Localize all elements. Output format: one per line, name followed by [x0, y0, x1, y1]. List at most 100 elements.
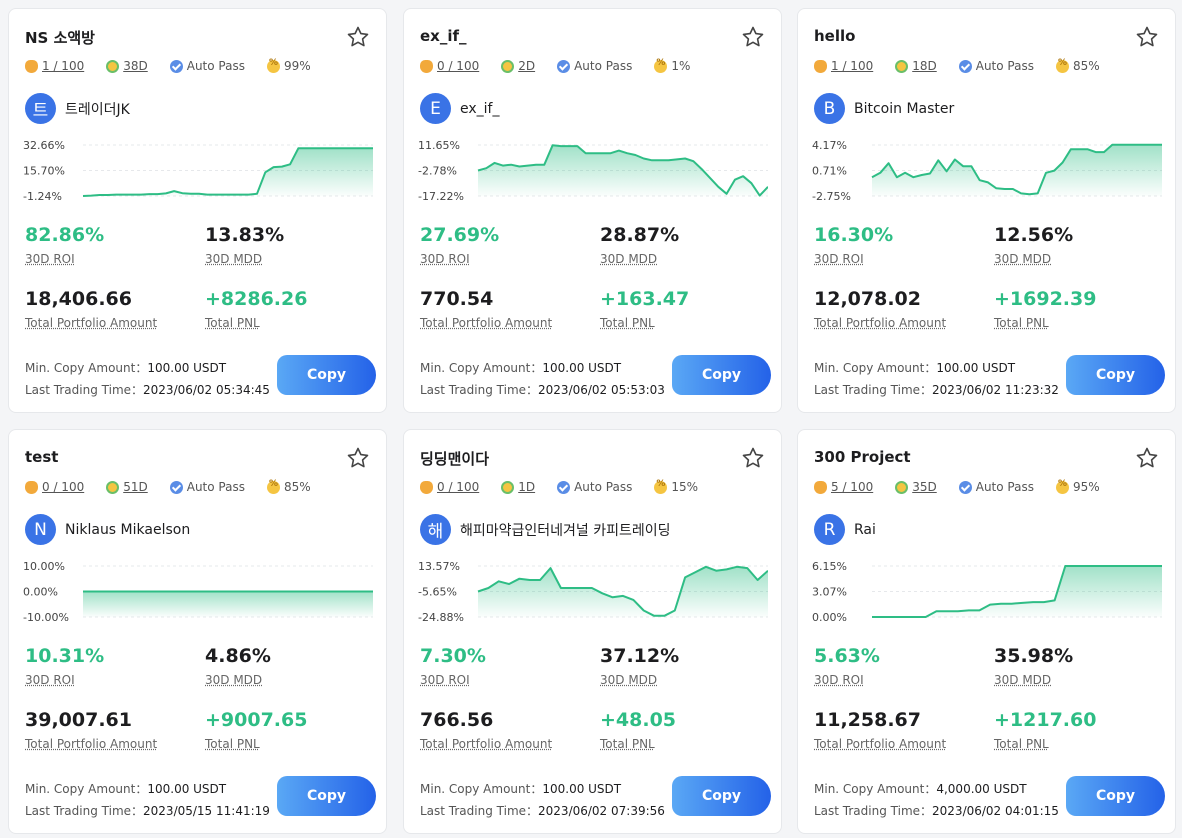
trader-profile[interactable]: E ex_if_ [420, 93, 499, 124]
trader-profile[interactable]: B Bitcoin Master [814, 93, 954, 124]
card-meta: 0 / 100 51D Auto Pass 85% [25, 479, 333, 494]
days-stat: 51D [106, 480, 148, 494]
aum-label: Total Portfolio Amount [420, 316, 553, 330]
trader-profile[interactable]: 해 해피마약급인터네겨널 카피트레이딩 [420, 514, 671, 545]
copy-button[interactable]: Copy [277, 776, 376, 816]
trader-card[interactable]: NS 소액방 1 / 100 38D Auto Pass 99% 트 트레이더J… [8, 8, 387, 413]
trader-profile[interactable]: N Niklaus Mikaelson [25, 514, 190, 545]
last-trade-label: Last Trading Time： [814, 383, 933, 397]
card-meta: 1 / 100 18D Auto Pass 85% [814, 58, 1122, 73]
mdd-value: 28.87% [600, 224, 680, 246]
chart-tick-label: 10.00% [23, 560, 65, 573]
pnl-label: Total PNL [600, 316, 655, 330]
trader-profile[interactable]: 트 트레이더JK [25, 93, 130, 124]
copy-button[interactable]: Copy [1066, 355, 1165, 395]
trader-card[interactable]: hello 1 / 100 18D Auto Pass 85% B Bitcoi… [797, 8, 1176, 413]
chart-line [477, 144, 768, 197]
star-icon[interactable] [741, 446, 765, 470]
mdd-value: 12.56% [994, 224, 1074, 246]
trader-name: ex_if_ [460, 100, 500, 117]
mdd-label: 30D MDD [600, 252, 658, 266]
copy-button[interactable]: Copy [672, 355, 771, 395]
check-badge-icon [958, 480, 972, 494]
trader-profile[interactable]: R Rai [814, 514, 876, 545]
chart-line [477, 565, 768, 617]
days-count: 18D [912, 59, 937, 73]
trader-card[interactable]: test 0 / 100 51D Auto Pass 85% N Niklaus… [8, 429, 387, 834]
card-title: 딩딩맨이다 [420, 450, 490, 468]
trader-card[interactable]: ex_if_ 0 / 100 2D Auto Pass 1% E ex_if_ … [403, 8, 782, 413]
pnl-label: Total PNL [994, 316, 1049, 330]
win-rate: 99% [283, 59, 311, 73]
roi-label: 30D ROI [420, 252, 470, 266]
pnl-label: Total PNL [600, 737, 655, 751]
last-trade-value: 2023/06/02 05:53:03 [538, 383, 665, 397]
last-trade-row: Last Trading Time：2023/06/02 11:23:32 [814, 381, 1059, 398]
pnl-label: Total PNL [205, 737, 260, 751]
star-icon[interactable] [741, 25, 765, 49]
clock-icon [106, 59, 120, 73]
days-stat: 38D [106, 59, 148, 73]
min-copy-label: Min. Copy Amount： [25, 361, 148, 375]
auto-pass-label: Auto Pass [975, 480, 1034, 494]
chart-line [82, 147, 373, 197]
percent-coin-icon [1055, 58, 1069, 73]
avatar: 트 [25, 93, 56, 124]
min-copy-row: Min. Copy Amount：4,000.00 USDT [814, 780, 1027, 797]
win-rate-stat: 99% [266, 58, 311, 73]
star-icon[interactable] [346, 446, 370, 470]
chart-area [872, 566, 1162, 617]
mdd-label: 30D MDD [994, 673, 1052, 687]
star-icon[interactable] [1135, 25, 1159, 49]
chart-tick-label: 0.00% [812, 611, 847, 624]
roi-label: 30D ROI [814, 673, 864, 687]
trader-name: Bitcoin Master [854, 100, 955, 117]
aum-value: 39,007.61 [25, 709, 132, 731]
min-copy-value: 4,000.00 USDT [936, 782, 1027, 796]
auto-pass-stat: Auto Pass [958, 59, 1034, 73]
aum-label: Total Portfolio Amount [25, 737, 158, 751]
clock-icon [895, 59, 909, 73]
days-stat: 18D [895, 59, 937, 73]
win-rate-stat: 85% [266, 479, 311, 494]
copy-button[interactable]: Copy [1066, 776, 1165, 816]
percent-coin-icon [266, 58, 280, 73]
avatar: R [814, 514, 845, 545]
roi-label: 30D ROI [420, 673, 470, 687]
auto-pass-stat: Auto Pass [557, 59, 632, 73]
check-badge-icon [557, 59, 571, 73]
roi-value: 82.86% [25, 224, 105, 246]
chart-area [83, 591, 373, 617]
copy-button[interactable]: Copy [277, 355, 376, 395]
avatar: 해 [420, 514, 451, 545]
trader-name: Niklaus Mikaelson [65, 521, 191, 538]
chart-svg: 6.15% 3.07% 0.00% [812, 560, 1162, 624]
last-trade-value: 2023/06/02 11:23:32 [932, 383, 1059, 397]
win-rate: 85% [1072, 59, 1100, 73]
pnl-chart: 4.17% 0.71% -2.75% [812, 137, 1162, 213]
card-title: test [25, 448, 59, 466]
win-rate-stat: 1% [654, 58, 690, 73]
mdd-value: 35.98% [994, 645, 1074, 667]
days-count: 2D [518, 59, 536, 73]
card-title: 300 Project [814, 448, 911, 466]
card-meta: 1 / 100 38D Auto Pass 99% [25, 58, 333, 73]
auto-pass-label: Auto Pass [975, 59, 1034, 73]
copiers-stat: 0 / 100 [420, 480, 479, 494]
trader-card[interactable]: 딩딩맨이다 0 / 100 1D Auto Pass 15% 해 해피마약급인터… [403, 429, 782, 834]
star-icon[interactable] [1135, 446, 1159, 470]
chart-tick-label: 0.71% [812, 165, 847, 178]
pnl-chart: 6.15% 3.07% 0.00% [812, 558, 1162, 634]
last-trade-label: Last Trading Time： [25, 804, 144, 818]
mdd-label: 30D MDD [205, 673, 263, 687]
last-trade-label: Last Trading Time： [420, 804, 539, 818]
copy-button[interactable]: Copy [672, 776, 771, 816]
auto-pass-stat: Auto Pass [169, 59, 245, 73]
copiers-stat: 1 / 100 [25, 59, 84, 73]
chart-tick-label: -17.22% [418, 190, 464, 203]
mdd-value: 13.83% [205, 224, 285, 246]
chart-svg: 32.66% 15.70% -1.24% [23, 139, 373, 203]
roi-label: 30D ROI [25, 673, 75, 687]
star-icon[interactable] [346, 25, 370, 49]
trader-card[interactable]: 300 Project 5 / 100 35D Auto Pass 95% R … [797, 429, 1176, 834]
